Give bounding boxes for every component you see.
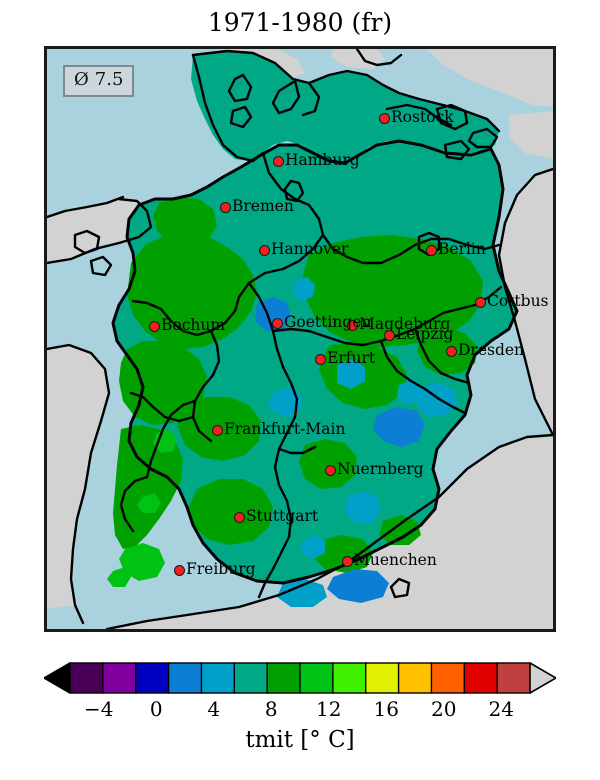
average-symbol: Ø xyxy=(74,69,89,90)
colorbar-cell xyxy=(299,662,334,694)
colorbar-area: −4 0 4 8 12 16 20 24 tmit [° C] xyxy=(0,655,600,780)
colorbar-tick-label: 16 xyxy=(373,697,399,721)
city-dot xyxy=(272,318,283,329)
colorbar-cell xyxy=(102,662,137,694)
colorbar-cell xyxy=(135,662,170,694)
colorbar-cell xyxy=(496,662,532,694)
city-label: Bochum xyxy=(161,316,226,334)
city-dot xyxy=(220,202,231,213)
city-label: Hannover xyxy=(271,240,349,258)
colorbar-cell xyxy=(167,662,203,694)
city-dot xyxy=(174,565,185,576)
colorbar-tick-label: 4 xyxy=(207,697,221,721)
city-label: Frankfurt-Main xyxy=(224,420,346,438)
colorbar-under-arrow xyxy=(44,662,71,694)
city-label: Muenchen xyxy=(354,551,437,569)
city-label: Cottbus xyxy=(487,292,549,310)
city-dot xyxy=(273,156,284,167)
colorbar-tick-label: 24 xyxy=(488,697,514,721)
city-label: Rostock xyxy=(391,108,454,126)
average-value: 7.5 xyxy=(94,69,124,90)
colorbar-cell xyxy=(365,662,400,694)
city-label: Magdeburg xyxy=(359,315,451,333)
city-dot xyxy=(475,297,486,308)
city-label: Bremen xyxy=(232,197,294,215)
city-label: Berlin xyxy=(438,240,486,258)
city-dot xyxy=(379,113,390,124)
foreign-landmass-layer xyxy=(47,49,553,629)
city-label: Freiburg xyxy=(186,560,256,578)
city-dot xyxy=(149,321,160,332)
city-label: Nuernberg xyxy=(337,460,424,478)
city-dot xyxy=(259,245,270,256)
city-dot xyxy=(384,330,395,341)
colorbar-swatches xyxy=(44,662,556,694)
average-temperature-badge: Ø 7.5 xyxy=(63,65,135,97)
colorbar-cell xyxy=(69,662,104,694)
city-label: Erfurt xyxy=(327,349,376,367)
border-lines-layer xyxy=(47,49,553,629)
colorbar-axis-label: tmit [° C] xyxy=(245,727,355,753)
city-label: Hamburg xyxy=(285,151,360,169)
colorbar-tick-label: 8 xyxy=(264,697,278,721)
colorbar-cell xyxy=(397,662,433,694)
colorbar-cell xyxy=(233,662,269,694)
colorbar-tick-label: 12 xyxy=(316,697,342,721)
city-dot xyxy=(446,346,457,357)
city-dot xyxy=(426,245,437,256)
colorbar-cell xyxy=(200,662,236,694)
colorbar-cell xyxy=(430,662,466,694)
colorbar-cell xyxy=(266,662,302,694)
city-dot xyxy=(347,320,358,331)
city-label: Dresden xyxy=(458,341,525,359)
temperature-contour-layer xyxy=(107,51,517,607)
colorbar-tick-label: 20 xyxy=(431,697,457,721)
colorbar-over-arrow xyxy=(529,662,556,694)
colorbar-cell xyxy=(463,662,499,694)
city-dot xyxy=(325,465,336,476)
colorbar-cell xyxy=(332,662,367,694)
city-label: Leipzig xyxy=(396,325,454,343)
climate-map-panel[interactable]: Ø 7.5 Rostock Hamburg Bremen Hannover Ber… xyxy=(44,46,556,632)
colorbar-tick-label: −4 xyxy=(84,697,114,721)
city-label: Stuttgart xyxy=(246,507,319,525)
city-dot xyxy=(342,556,353,567)
city-dot xyxy=(234,512,245,523)
page-title: 1971-1980 (fr) xyxy=(207,8,393,37)
germany-temperature-map xyxy=(47,49,553,629)
colorbar[interactable] xyxy=(44,661,556,697)
colorbar-tick-label: 0 xyxy=(149,697,163,721)
city-dot xyxy=(315,354,326,365)
city-label: Goettingen xyxy=(284,313,372,331)
city-dot xyxy=(212,425,223,436)
